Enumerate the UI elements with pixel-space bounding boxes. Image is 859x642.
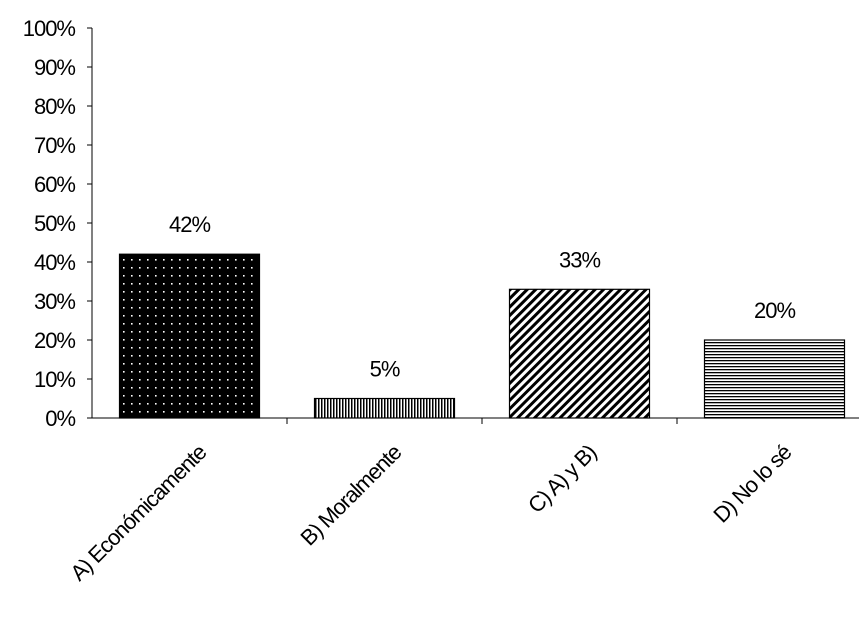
bar-1 xyxy=(118,253,261,419)
category-labels: A) Económicamente B) Moralmente C) A) y B)… xyxy=(65,439,796,585)
y-axis-ticks: 0% 10% 20% 30% 40% 50% 60% 70% 80% 90% 100% xyxy=(23,16,92,431)
data-label-1: 42% xyxy=(169,212,210,237)
y-tick-label: 60% xyxy=(34,172,75,197)
category-label-2: B) Moralmente xyxy=(296,439,407,550)
bar-2 xyxy=(313,397,456,419)
data-labels: 42% 5% 33% 20% xyxy=(169,212,796,382)
category-label-1: A) Económicamente xyxy=(65,439,211,585)
category-label-4: D) No lo sé xyxy=(708,439,796,527)
data-label-4: 20% xyxy=(754,298,795,323)
data-label-3: 33% xyxy=(559,247,600,272)
bar-3 xyxy=(508,288,651,419)
y-tick-label: 10% xyxy=(34,367,75,392)
y-tick-label: 100% xyxy=(23,16,76,41)
y-tick-label: 70% xyxy=(34,133,75,158)
y-tick-label: 90% xyxy=(34,55,75,80)
y-tick-label: 50% xyxy=(34,211,75,236)
bars xyxy=(118,253,846,419)
bar-4 xyxy=(703,339,846,419)
y-tick-label: 30% xyxy=(34,289,75,314)
y-tick-label: 40% xyxy=(34,250,75,275)
y-tick-label: 20% xyxy=(34,328,75,353)
category-label-3: C) A) y B) xyxy=(523,440,601,518)
y-tick-label: 0% xyxy=(45,406,75,431)
data-label-2: 5% xyxy=(370,357,400,382)
y-tick-label: 80% xyxy=(34,94,75,119)
